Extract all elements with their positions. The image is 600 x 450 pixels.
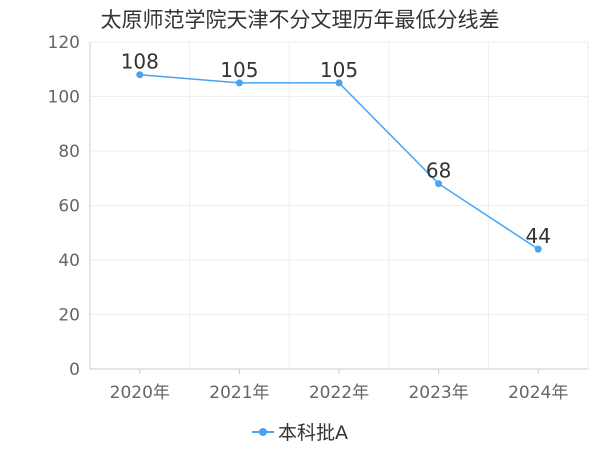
y-tick-label: 80 bbox=[58, 142, 80, 162]
x-tick-label: 2021年 bbox=[209, 383, 269, 403]
x-tick-label: 2020年 bbox=[110, 383, 170, 403]
x-tick-label: 2022年 bbox=[309, 383, 369, 403]
data-label: 68 bbox=[426, 159, 451, 183]
x-tick-label: 2023年 bbox=[408, 383, 468, 403]
data-point bbox=[435, 180, 443, 188]
data-point bbox=[335, 79, 343, 87]
data-label: 105 bbox=[320, 58, 358, 82]
y-tick-label: 120 bbox=[48, 33, 80, 53]
data-label: 108 bbox=[121, 50, 159, 74]
y-tick-label: 0 bbox=[69, 360, 80, 380]
data-label: 105 bbox=[220, 58, 258, 82]
y-tick-label: 60 bbox=[58, 197, 80, 217]
y-tick-label: 40 bbox=[58, 251, 80, 271]
data-point bbox=[235, 79, 243, 87]
chart-title: 太原师范学院天津不分文理历年最低分线差 bbox=[100, 8, 500, 32]
legend-marker-icon bbox=[252, 426, 274, 438]
y-tick-label: 20 bbox=[58, 306, 80, 326]
data-point bbox=[534, 245, 542, 253]
series-line bbox=[139, 73, 539, 250]
data-point bbox=[136, 71, 144, 79]
x-tick-label: 2024年 bbox=[508, 383, 568, 403]
data-label: 44 bbox=[525, 224, 550, 248]
legend-label: 本科批A bbox=[278, 422, 348, 444]
y-tick-label: 100 bbox=[48, 88, 80, 108]
legend[interactable]: 本科批A bbox=[0, 418, 600, 445]
